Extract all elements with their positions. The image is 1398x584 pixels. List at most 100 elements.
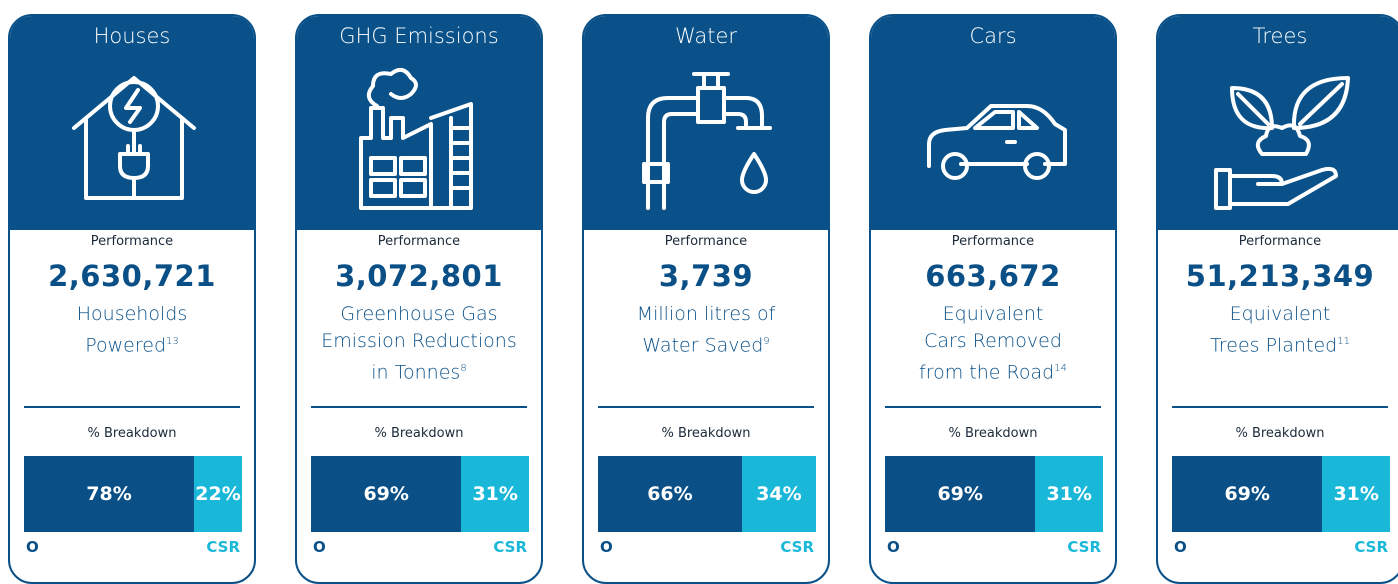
bar-segment: 66% — [598, 456, 742, 532]
description-text: Powered — [85, 334, 167, 357]
description-text: Water Saved — [642, 334, 764, 357]
breakdown-bar: 69% 31% — [885, 456, 1103, 532]
divider — [885, 406, 1101, 408]
performance-label: Performance — [664, 234, 748, 249]
description: Equivalent Cars Removed from the Road14 — [871, 301, 1115, 386]
card-header: Cars — [871, 16, 1115, 230]
bar-segment: 34% — [741, 456, 816, 532]
description-text: Equivalent — [1229, 303, 1331, 325]
footnote: 14 — [1054, 363, 1067, 374]
footnote: 13 — [166, 336, 179, 347]
card-title: GHG Emissions — [339, 24, 499, 48]
description-line: Million litres of — [584, 301, 828, 328]
segment-label: CSR — [206, 538, 240, 556]
description-text: from the Road — [919, 361, 1055, 384]
card: Cars Performance 663,672 Equivalent Cars Rem… — [869, 14, 1117, 584]
performance-value: 2,630,721 — [48, 259, 216, 293]
segment-label: O — [26, 538, 39, 556]
description-line: Powered13 — [10, 328, 254, 359]
bar-segment: 78% — [24, 456, 195, 532]
bar-segment: 22% — [194, 456, 242, 532]
breakdown-label: % Breakdown — [661, 426, 751, 441]
description-text: Trees Planted — [1210, 334, 1338, 357]
description-line: Trees Planted11 — [1158, 328, 1398, 359]
bar-segment: 31% — [1322, 456, 1390, 532]
performance-label: Performance — [951, 234, 1035, 249]
description-text: Greenhouse Gas — [340, 303, 498, 325]
bar-segment: 69% — [885, 456, 1036, 532]
divider — [1172, 406, 1388, 408]
description: Million litres of Water Saved9 — [584, 301, 828, 359]
performance-value: 3,739 — [658, 259, 754, 293]
card-header: Trees — [1158, 16, 1398, 230]
icon — [628, 58, 788, 218]
icon — [915, 58, 1075, 218]
divider — [311, 406, 527, 408]
segment-label: CSR — [780, 538, 814, 556]
description: Households Powered13 — [10, 301, 254, 359]
description-text: Million litres of — [636, 303, 776, 325]
breakdown-label: % Breakdown — [87, 426, 177, 441]
breakdown-bar: 69% 31% — [1172, 456, 1390, 532]
breakdown-bar: 78% 22% — [24, 456, 242, 532]
description-line: Emission Reductions — [297, 328, 541, 355]
description-line: in Tonnes8 — [297, 355, 541, 386]
bar-segment: 69% — [1172, 456, 1323, 532]
breakdown-label: % Breakdown — [948, 426, 1038, 441]
breakdown-label: % Breakdown — [374, 426, 464, 441]
card: Houses Performance 2,630,721 Households Powe… — [8, 14, 256, 584]
segment-label: CSR — [1067, 538, 1101, 556]
card-title: Trees — [1252, 24, 1308, 48]
description-line: Cars Removed — [871, 328, 1115, 355]
divider — [24, 406, 240, 408]
performance-value: 663,672 — [925, 259, 1061, 293]
description: Greenhouse Gas Emission Reductions in Tonn… — [297, 301, 541, 386]
divider — [598, 406, 814, 408]
segment-label: O — [887, 538, 900, 556]
performance-value: 3,072,801 — [335, 259, 503, 293]
segment-label: O — [600, 538, 613, 556]
description-text: Equivalent — [942, 303, 1044, 325]
performance-value: 51,213,349 — [1185, 259, 1375, 293]
card: GHG Emissions Performance 3,072,801 Greenho… — [295, 14, 543, 584]
card-title: Water — [674, 24, 738, 48]
card-header: Houses — [10, 16, 254, 230]
footnote: 11 — [1337, 336, 1350, 347]
segment-label: CSR — [1354, 538, 1388, 556]
description-line: Equivalent — [1158, 301, 1398, 328]
infographic: Houses Performance 2,630,721 Households Powe… — [8, 14, 1398, 584]
bar-segment: 69% — [311, 456, 462, 532]
segment-label: CSR — [493, 538, 527, 556]
performance-label: Performance — [377, 234, 461, 249]
description-line: from the Road14 — [871, 355, 1115, 386]
description: Equivalent Trees Planted11 — [1158, 301, 1398, 359]
description-text: in Tonnes — [371, 361, 461, 384]
icon — [1202, 58, 1362, 218]
footnote: 9 — [763, 336, 770, 347]
icon — [54, 58, 214, 218]
description-text: Households — [76, 303, 188, 325]
description-line: Water Saved9 — [584, 328, 828, 359]
card: Trees Performance 51,213,349 Equivalent Tree… — [1156, 14, 1398, 584]
segment-label: O — [1174, 538, 1187, 556]
segment-label: O — [313, 538, 326, 556]
card-header: GHG Emissions — [297, 16, 541, 230]
performance-label: Performance — [90, 234, 174, 249]
description-line: Households — [10, 301, 254, 328]
breakdown-bar: 66% 34% — [598, 456, 816, 532]
bar-segment: 31% — [1035, 456, 1103, 532]
icon — [341, 58, 501, 218]
bar-segment: 31% — [461, 456, 529, 532]
description-text: Emission Reductions — [321, 330, 517, 352]
card: Water Performance 3,739 Million litres of Wa… — [582, 14, 830, 584]
description-line: Greenhouse Gas — [297, 301, 541, 328]
card-header: Water — [584, 16, 828, 230]
card-title: Houses — [93, 24, 171, 48]
performance-label: Performance — [1238, 234, 1322, 249]
footnote: 8 — [460, 363, 467, 374]
breakdown-bar: 69% 31% — [311, 456, 529, 532]
description-text: Cars Removed — [924, 330, 1062, 352]
card-title: Cars — [969, 24, 1017, 48]
breakdown-label: % Breakdown — [1235, 426, 1325, 441]
description-line: Equivalent — [871, 301, 1115, 328]
